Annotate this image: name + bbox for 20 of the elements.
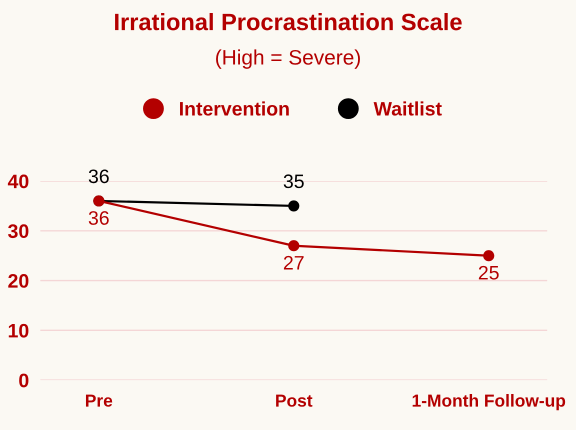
chart-subtitle: (High = Severe) xyxy=(216,49,360,69)
legend-label: Intervention xyxy=(180,101,289,116)
data-label: 36 xyxy=(88,211,109,225)
chart-title: Irrational Procrastination Scale xyxy=(115,12,462,30)
legend-label: Waitlist xyxy=(374,101,442,116)
x-tick-label: 1-Month Follow-up xyxy=(412,394,566,410)
y-tick-label: 40 xyxy=(8,174,28,188)
point xyxy=(288,240,300,252)
data-label: 27 xyxy=(284,256,304,270)
data-label: 25 xyxy=(478,266,499,280)
x-tick-label: Post xyxy=(276,394,312,407)
y-tick-label: 20 xyxy=(8,274,28,288)
data-label: 36 xyxy=(88,169,109,184)
x-tick-label: Pre xyxy=(86,394,112,407)
y-tick-label: 30 xyxy=(8,224,28,238)
data-label: 35 xyxy=(284,174,304,188)
y-tick-label: 0 xyxy=(19,374,28,388)
point xyxy=(483,250,494,262)
y-tick-label: 10 xyxy=(8,324,28,338)
point xyxy=(288,200,300,212)
